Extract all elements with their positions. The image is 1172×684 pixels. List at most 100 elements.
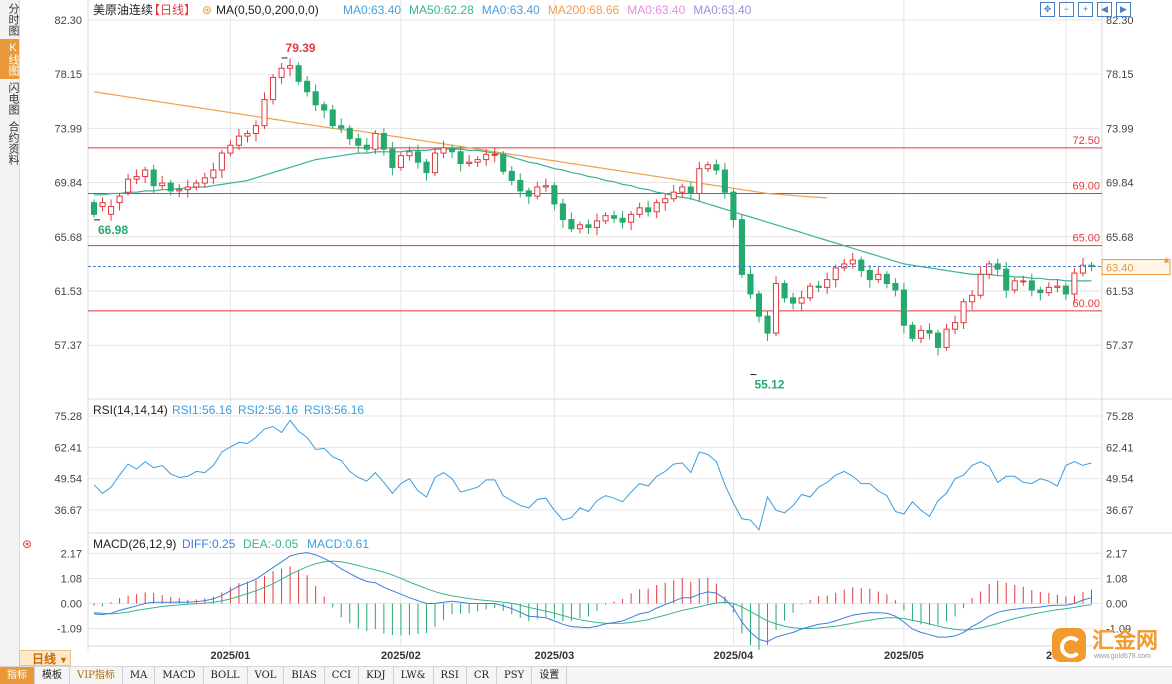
candle-down — [355, 138, 362, 146]
date-tick: 2025/05 — [884, 650, 924, 662]
candle-down — [150, 169, 157, 187]
candle-up — [542, 185, 549, 188]
candle-down — [525, 190, 532, 197]
move-icon[interactable]: ✥ — [1040, 2, 1055, 17]
vip-indicator-button[interactable]: VIP指标 — [70, 667, 123, 684]
candle-down — [363, 144, 370, 150]
candle-up — [696, 168, 703, 194]
rsi-tick-left: 62.41 — [54, 442, 82, 454]
candle-up — [986, 263, 993, 275]
chart-area[interactable]: 72.50 69.00 65.00 60.00 79.39 66.98 55.12 63.40… — [0, 0, 1172, 666]
candle-down — [295, 65, 302, 82]
candle-up — [1054, 285, 1061, 288]
candle-up — [244, 132, 251, 137]
ma-legend-item: MA0:63.40 — [693, 3, 751, 17]
extreme-label: 79.39 — [286, 41, 316, 55]
candle-up — [218, 152, 225, 171]
rsi1-legend: RSI1:56.16 — [172, 403, 232, 417]
candle-up — [1020, 280, 1027, 283]
candle-up — [99, 202, 106, 208]
macd-settings-icon[interactable]: ⊛ — [22, 537, 32, 551]
ma-legend-item: MA0:63.40 — [627, 3, 685, 17]
candle-up — [440, 147, 447, 154]
candle-up — [807, 285, 814, 299]
price-tick-left: 78.15 — [54, 69, 82, 81]
bias-button[interactable]: BIAS — [284, 667, 325, 684]
candle-up — [235, 135, 242, 146]
candle-up — [662, 198, 669, 204]
chevron-down-icon: ▼ — [59, 655, 68, 665]
candle-up — [628, 213, 635, 223]
period-selector[interactable]: 日线 ▼ — [19, 650, 71, 666]
price-tick-right: 73.99 — [1106, 123, 1134, 135]
indicator-button[interactable]: 指标 — [0, 667, 35, 684]
candle-up — [653, 202, 660, 213]
lw-button[interactable]: LW& — [394, 667, 434, 684]
extreme-label: 55.12 — [754, 378, 784, 392]
candle-up — [636, 207, 643, 215]
indicator-bar: 指标 模板 VIP指标 MA MACD BOLL VOL BIAS CCI KD… — [0, 666, 1172, 684]
zoom-in-icon[interactable]: + — [1078, 2, 1093, 17]
macd-tick-right: 2.17 — [1106, 548, 1127, 560]
tab-contract-info[interactable]: 合约资料 — [7, 121, 19, 165]
cci-button[interactable]: CCI — [325, 667, 360, 684]
macd-tick-left: -1.09 — [57, 624, 82, 636]
candle-down — [900, 289, 907, 326]
rsi-title: RSI(14,14,14) — [93, 403, 168, 417]
date-tick: 2025/02 — [381, 650, 421, 662]
psy-button[interactable]: PSY — [497, 667, 533, 684]
candle-down — [755, 293, 763, 317]
candle-down — [90, 202, 98, 215]
template-button[interactable]: 模板 — [35, 667, 70, 684]
ma50-line — [94, 148, 1092, 282]
candle-down — [304, 80, 311, 93]
right-icon[interactable]: ▶ — [1116, 2, 1131, 17]
settings-gear-icon[interactable]: ⊛ — [202, 3, 212, 17]
boll-button[interactable]: BOLL — [204, 667, 248, 684]
instrument-title: 美原油连续 — [93, 2, 153, 17]
rsi-button[interactable]: RSI — [434, 667, 467, 684]
candle-down — [312, 91, 319, 106]
rsi-tick-left: 36.67 — [54, 505, 82, 517]
rsi-tick-left: 49.54 — [54, 474, 82, 486]
candle-down — [1028, 280, 1035, 291]
cr-button[interactable]: CR — [467, 667, 498, 684]
candle-down — [568, 219, 575, 230]
candle-up — [977, 273, 984, 296]
tab-kline[interactable]: K线图 — [0, 39, 19, 79]
candle-up — [969, 294, 976, 303]
kdj-button[interactable]: KDJ — [359, 667, 394, 684]
period-tag: 【日线】 — [148, 3, 196, 17]
date-tick: 2025/01 — [211, 650, 251, 662]
candle-up — [116, 195, 123, 204]
candle-up — [261, 99, 268, 127]
zoom-out-icon[interactable]: − — [1059, 2, 1074, 17]
ma-legend-item: MA200:68.66 — [548, 3, 620, 17]
left-icon[interactable]: ◀ — [1097, 2, 1112, 17]
diff-line — [93, 552, 1092, 643]
candle-down — [585, 224, 592, 228]
tab-timeshare[interactable]: 分时图 — [7, 3, 19, 36]
price-tick-left: 65.68 — [54, 232, 82, 244]
settings-button[interactable]: 设置 — [532, 667, 568, 684]
candle-down — [866, 269, 873, 281]
candle-down — [883, 273, 890, 285]
ma-legend-item: MA0:63.40 — [343, 3, 401, 17]
period-label: 日线 — [32, 652, 57, 666]
rsi-tick-left: 75.28 — [54, 411, 82, 423]
candle-down — [747, 273, 754, 295]
candle-down — [517, 179, 524, 192]
macd-button[interactable]: MACD — [155, 667, 204, 684]
vol-button[interactable]: VOL — [248, 667, 285, 684]
candle-up — [176, 189, 183, 192]
tab-flash[interactable]: 闪电图 — [7, 82, 19, 115]
candle-up — [1011, 280, 1018, 291]
candle-down — [815, 285, 822, 288]
candle-down — [781, 283, 788, 299]
ma-button[interactable]: MA — [123, 667, 156, 684]
candle-up — [824, 279, 831, 288]
candle-up — [133, 176, 140, 180]
candle-up — [397, 155, 404, 168]
dea-legend: DEA:-0.05 — [243, 537, 299, 551]
rsi-tick-right: 75.28 — [1106, 411, 1134, 423]
